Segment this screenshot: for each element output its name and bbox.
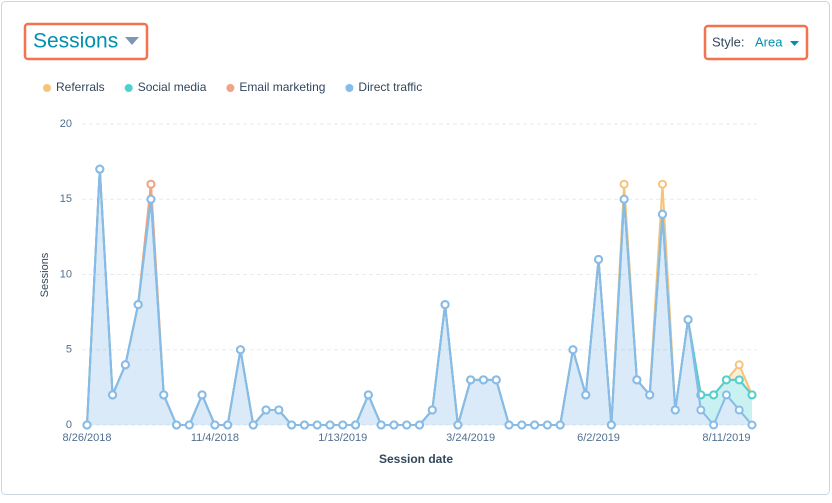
style-label: Style: — [712, 34, 745, 49]
data-point — [82, 420, 92, 430]
data-point — [542, 420, 552, 430]
metric-dropdown[interactable]: Sessions — [33, 30, 118, 53]
data-point — [210, 420, 220, 430]
data-point — [747, 420, 757, 430]
x-tick-label: 3/24/2019 — [446, 432, 495, 444]
y-tick-label: 10 — [60, 268, 72, 280]
data-point — [133, 300, 143, 310]
data-point — [721, 375, 731, 385]
data-point — [555, 420, 565, 430]
data-point — [645, 390, 655, 400]
x-tick-label: 11/4/2018 — [191, 432, 239, 444]
data-point — [670, 405, 680, 415]
data-point — [568, 345, 578, 355]
data-point — [440, 300, 450, 310]
data-point — [466, 375, 476, 385]
data-point — [402, 420, 412, 430]
legend-label: Social media — [138, 80, 207, 94]
data-point — [453, 420, 463, 430]
data-point — [389, 420, 399, 430]
data-point — [108, 390, 118, 400]
x-tick-label: 1/13/2019 — [318, 432, 367, 444]
data-point — [287, 420, 297, 430]
data-point — [606, 420, 616, 430]
data-point — [734, 360, 744, 370]
data-point — [197, 390, 207, 400]
style-dropdown[interactable]: Area — [755, 34, 783, 49]
data-point — [657, 209, 667, 219]
caret[interactable] — [790, 41, 799, 46]
legend-swatch — [226, 84, 235, 92]
data-point — [491, 375, 501, 385]
data-point — [172, 420, 182, 430]
legend-label: Direct traffic — [358, 80, 422, 94]
card — [1, 1, 830, 495]
data-point — [325, 420, 335, 430]
data-point — [657, 179, 667, 189]
data-point — [504, 420, 514, 430]
x-tick-label: 8/26/2018 — [63, 432, 112, 444]
legend-swatch — [124, 84, 133, 92]
data-point — [274, 405, 284, 415]
data-point — [248, 420, 258, 430]
data-point — [747, 390, 757, 400]
legend-swatch — [345, 84, 354, 92]
data-point — [517, 420, 527, 430]
data-point — [683, 315, 693, 325]
data-point — [223, 420, 233, 430]
data-point — [581, 390, 591, 400]
data-point — [709, 420, 719, 430]
data-point — [312, 420, 322, 430]
data-point — [632, 375, 642, 385]
data-point — [619, 179, 629, 189]
data-point — [734, 375, 744, 385]
highlight — [23, 22, 149, 61]
data-point — [184, 420, 194, 430]
data-point — [376, 420, 386, 430]
data-point — [415, 420, 424, 430]
x-tick-label: 8/11/2019 — [702, 432, 750, 444]
x-tick-label: 6/2/2019 — [577, 432, 620, 444]
legend-label: Email marketing — [239, 80, 325, 94]
legend-label: Referrals — [56, 80, 105, 94]
data-point — [594, 254, 604, 264]
y-tick-label: 0 — [66, 419, 72, 431]
data-point — [427, 405, 437, 415]
data-point — [734, 405, 744, 415]
y-axis-label: Sessions — [39, 252, 51, 297]
data-point — [95, 164, 105, 174]
highlight — [703, 24, 809, 61]
data-point — [619, 194, 629, 204]
data-point — [338, 420, 348, 430]
data-point — [235, 345, 245, 355]
data-point — [120, 360, 130, 370]
y-tick-label: 5 — [66, 344, 72, 356]
data-point — [696, 405, 706, 415]
data-point — [299, 420, 309, 430]
caret[interactable] — [125, 37, 139, 45]
data-point — [478, 375, 488, 385]
data-point — [159, 390, 169, 400]
data-point — [351, 420, 361, 430]
y-tick-label: 20 — [60, 118, 72, 130]
legend-swatch — [43, 84, 51, 92]
x-axis-label: Session date — [379, 452, 453, 466]
data-point — [363, 390, 373, 400]
data-point — [146, 179, 156, 189]
data-point — [146, 194, 156, 204]
data-point — [530, 420, 540, 430]
data-point — [261, 405, 271, 415]
data-point — [709, 390, 719, 400]
data-point — [721, 390, 731, 400]
y-tick-label: 15 — [60, 193, 72, 205]
